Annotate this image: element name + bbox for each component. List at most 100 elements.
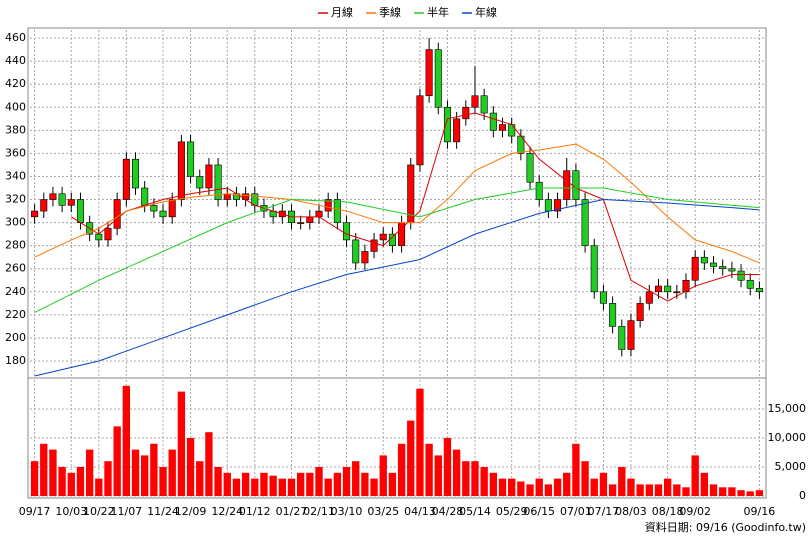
- candle-body: [664, 285, 672, 293]
- x-tick-label: 12/24: [211, 505, 243, 518]
- x-tick-label: 06/15: [523, 505, 555, 518]
- x-tick-label: 03/10: [331, 505, 363, 518]
- candle-body: [407, 164, 415, 223]
- volume-bar: [315, 467, 323, 496]
- x-tick-label: 08/03: [615, 505, 647, 518]
- volume-bar: [150, 443, 158, 496]
- volume-bar: [40, 443, 48, 496]
- volume-bar: [471, 461, 479, 496]
- candle-body: [700, 256, 708, 264]
- volume-bar: [425, 443, 433, 496]
- candle-body: [196, 176, 204, 189]
- x-tick-label: 09/02: [679, 505, 711, 518]
- candle-body: [379, 233, 387, 241]
- volume-bar: [361, 472, 369, 496]
- candle-body: [434, 49, 442, 108]
- candle-body: [187, 141, 195, 177]
- volume-bar: [30, 461, 39, 496]
- x-tick-label: 05/29: [496, 505, 528, 518]
- candle-body: [315, 210, 323, 218]
- volume-bar: [489, 472, 498, 496]
- volume-bar: [251, 478, 259, 496]
- x-tick-label: 01/27: [276, 505, 308, 518]
- volume-bar: [498, 478, 507, 496]
- candle-body: [361, 251, 369, 264]
- candle-body: [306, 216, 314, 223]
- volume-bar: [434, 455, 442, 496]
- volume-tick-label: 5,000: [775, 460, 807, 473]
- candle-body: [728, 268, 736, 272]
- candle-body: [737, 270, 745, 281]
- candle-body: [76, 199, 84, 223]
- volume-bar: [508, 478, 516, 496]
- candle-body: [95, 233, 103, 241]
- candle-body: [141, 187, 149, 206]
- candle-body: [333, 199, 341, 223]
- candle-body: [122, 158, 130, 200]
- volume-bar: [581, 461, 589, 496]
- volume-bar: [241, 472, 250, 496]
- volume-bar: [452, 449, 461, 496]
- candle-body: [609, 303, 617, 327]
- x-tick-label: 07/17: [588, 505, 620, 518]
- candle-body: [159, 210, 167, 218]
- x-tick-label: 12/09: [175, 505, 207, 518]
- volume-bar: [746, 491, 754, 496]
- volume-bar: [443, 438, 452, 496]
- volume-bar: [535, 478, 543, 496]
- volume-bar: [58, 467, 66, 496]
- x-tick-label: 09/17: [19, 505, 51, 518]
- volume-bar: [186, 438, 195, 496]
- candle-body: [343, 222, 351, 241]
- y-tick-label: 380: [5, 123, 26, 136]
- plot-frame: [27, 27, 767, 499]
- candle-body: [462, 106, 470, 120]
- candle-body: [480, 95, 488, 114]
- volume-tick-label: 15,000: [768, 402, 807, 415]
- volume-bar: [553, 478, 562, 496]
- ma-line: [34, 143, 760, 264]
- x-tick-label: 11/07: [110, 505, 142, 518]
- volume-bar: [333, 472, 342, 496]
- volume-bar: [645, 484, 653, 496]
- candle-body: [710, 262, 718, 267]
- y-tick-label: 360: [5, 146, 26, 159]
- volume-bar: [214, 467, 222, 496]
- volume-bar: [370, 478, 378, 496]
- volume-bar: [67, 472, 75, 496]
- candle-body: [132, 158, 140, 189]
- volume-bar: [627, 478, 635, 496]
- candle-body: [388, 233, 396, 246]
- candle-body: [618, 326, 626, 350]
- candle-body: [67, 199, 75, 206]
- candle-body: [31, 210, 39, 218]
- y-tick-label: 300: [5, 216, 26, 229]
- volume-bar: [168, 449, 176, 496]
- candle-body: [673, 291, 681, 294]
- candle-body: [352, 239, 360, 264]
- volume-bar: [709, 484, 718, 496]
- candle-body: [489, 112, 497, 131]
- volume-bar: [691, 455, 699, 496]
- candle-body: [581, 199, 589, 246]
- volume-bar: [342, 467, 351, 496]
- y-tick-label: 200: [5, 331, 26, 344]
- x-tick-label: 10/03: [55, 505, 87, 518]
- volume-bar: [76, 467, 85, 496]
- candle-body: [554, 199, 562, 212]
- volume-bar: [388, 472, 397, 496]
- candle-body: [453, 118, 461, 143]
- y-tick-label: 220: [5, 308, 26, 321]
- y-tick-label: 440: [5, 54, 26, 67]
- volume-bar: [526, 484, 534, 496]
- y-tick-label: 260: [5, 262, 26, 275]
- volume-bar: [517, 481, 525, 496]
- volume-bar: [462, 461, 470, 496]
- candle-body: [563, 170, 571, 200]
- volume-bar: [755, 490, 764, 496]
- volume-bar: [700, 472, 709, 496]
- x-tick-label: 03/25: [367, 505, 399, 518]
- candle-body: [297, 222, 305, 224]
- volume-bar: [260, 472, 268, 496]
- volume-bar: [296, 472, 305, 496]
